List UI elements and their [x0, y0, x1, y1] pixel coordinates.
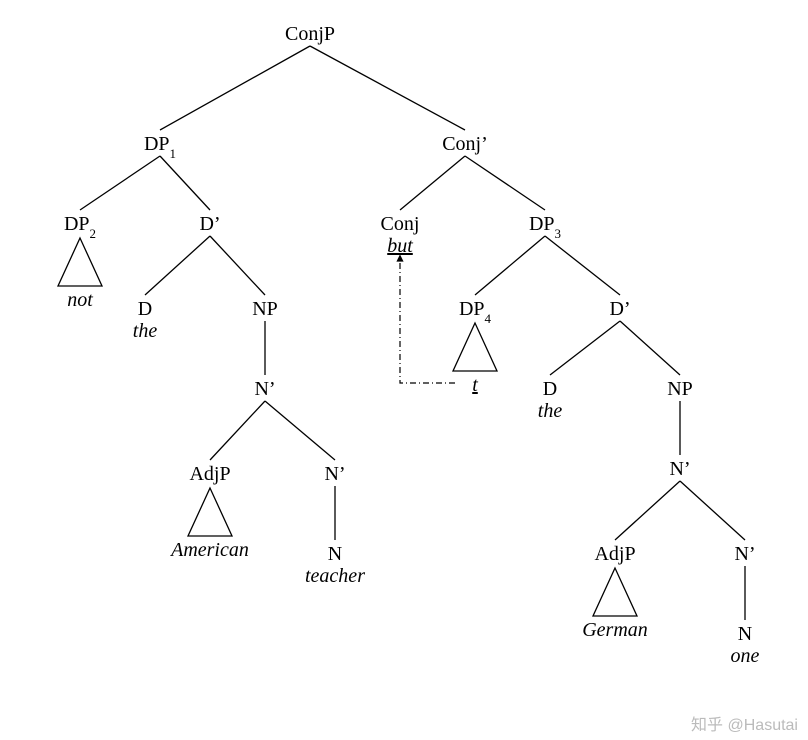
watermark: 知乎 @Hasutai [691, 716, 798, 734]
node-nbar1: N’ [254, 378, 275, 400]
leaf-d2: the [538, 400, 563, 422]
node-np2: NP [667, 378, 693, 400]
leaf-dp2: not [67, 289, 93, 311]
node-n1: N [328, 543, 342, 565]
node-dp2: DP2 [64, 213, 96, 241]
leaf-adjp1: American [169, 539, 249, 561]
node-nbar2: N’ [324, 463, 345, 485]
node-d1: D [138, 298, 152, 320]
syntax-tree: ConjPDP1Conj’DP2notD’ConjbutDP3DtheNPDP4… [0, 0, 808, 740]
node-nbar4: N’ [734, 543, 755, 565]
leaf-n2: one [731, 645, 760, 667]
node-np1: NP [252, 298, 278, 320]
leaf-conj: but [387, 235, 413, 257]
node-conjbar: Conj’ [442, 133, 488, 155]
node-n2: N [738, 623, 752, 645]
leaf-n1: teacher [305, 565, 365, 587]
node-nbar3: N’ [669, 458, 690, 480]
node-adjp2: AdjP [594, 543, 635, 565]
leaf-d1: the [133, 320, 158, 342]
node-dbar1: D’ [199, 213, 220, 235]
node-d2: D [543, 378, 557, 400]
node-conjp: ConjP [285, 23, 335, 45]
leaf-adjp2: German [582, 619, 648, 641]
movement-arrow [400, 258, 455, 383]
node-adjp1: AdjP [189, 463, 230, 485]
node-dbar2: D’ [609, 298, 630, 320]
node-dp4: DP4 [459, 298, 492, 326]
leaf-dp4: t [472, 374, 478, 396]
node-conj: Conj [381, 213, 420, 235]
